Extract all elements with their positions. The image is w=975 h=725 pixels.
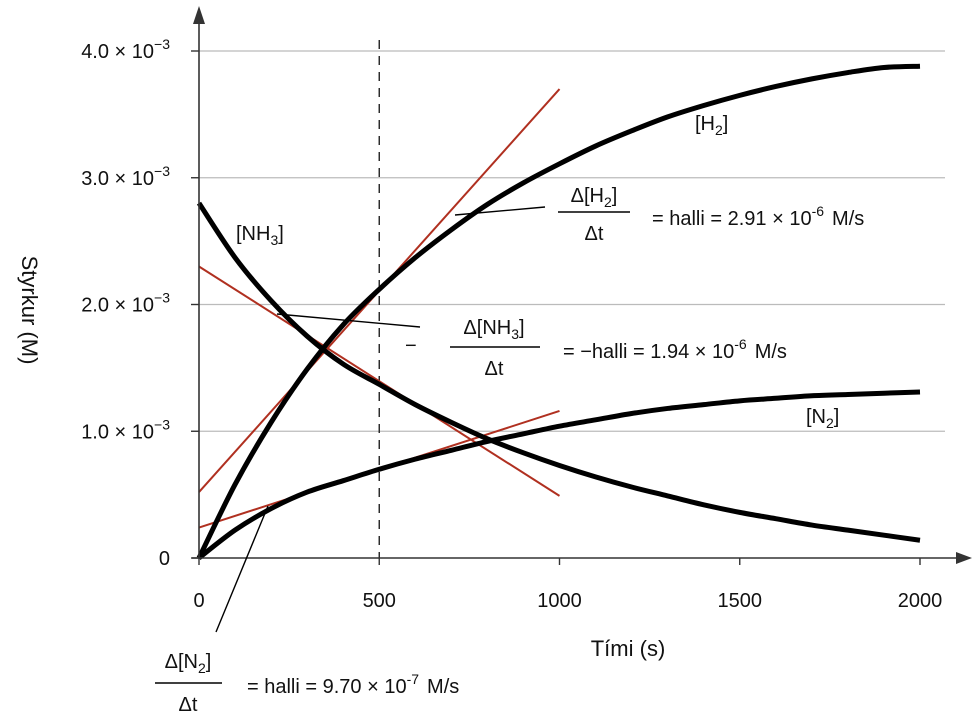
- rate-annotation-NH3: − Δ[NH3] Δt = −halli = 1.94 × 10-6 M/s: [405, 317, 787, 380]
- y-tick-label-4: 4.0 × 10−3: [81, 36, 170, 63]
- rate-NH3-denominator: Δt: [485, 358, 504, 380]
- gridlines: [199, 50, 945, 432]
- series-label-H2: [H2]: [695, 113, 728, 138]
- rate-NH3-numerator: Δ[NH3]: [463, 317, 524, 342]
- rate-N2-denominator: Δt: [179, 694, 198, 716]
- x-axis-title: Tími (s): [591, 636, 666, 661]
- rate-H2-numerator: Δ[H2]: [571, 185, 618, 210]
- y-tick-label-3: 3.0 × 10−3: [81, 163, 170, 190]
- y-axis-arrow: [193, 6, 205, 24]
- rate-annotation-H2: Δ[H2] Δt = halli = 2.91 × 10-6 M/s: [558, 185, 864, 245]
- y-axis-title: Styrkur (M): [17, 256, 42, 365]
- axes: [192, 6, 972, 564]
- series-line-1: [196, 201, 921, 543]
- y-tick-label-2: 2.0 × 10−3: [81, 290, 170, 317]
- rate-N2-numerator: Δ[N2]: [165, 651, 212, 676]
- series-label-N2: [N2]: [806, 406, 839, 431]
- y-tick-label-1: 1.0 × 10−3: [81, 416, 170, 443]
- x-tick-label-2: 1000: [537, 590, 582, 612]
- x-tick-label-1: 500: [363, 590, 396, 612]
- y-ticks: 0 1.0 × 10−3 2.0 × 10−3 3.0 × 10−3 4.0 × 10−…: [81, 36, 199, 570]
- rate-NH3-minus: −: [405, 335, 417, 357]
- x-ticks: 0 500 1000 1500 2000: [193, 558, 942, 612]
- x-tick-label-4: 2000: [898, 590, 943, 612]
- x-axis-arrow: [956, 552, 972, 564]
- data-curves: [196, 63, 921, 560]
- tangent-NH3: [198, 265, 561, 497]
- leader-line-NH3: [276, 313, 421, 328]
- rate-H2-value: = halli = 2.91 × 10-6 M/s: [652, 203, 864, 230]
- series-line-2: [197, 389, 921, 560]
- series-label-NH3: [NH3]: [236, 223, 284, 248]
- series-line-0: [196, 63, 921, 560]
- rate-H2-denominator: Δt: [585, 223, 604, 245]
- x-tick-label-0: 0: [193, 590, 204, 612]
- leader-line-N2: [215, 505, 269, 633]
- rate-annotation-N2: Δ[N2] Δt = halli = 9.70 × 10-7 M/s: [155, 651, 459, 716]
- x-tick-label-3: 1500: [718, 590, 763, 612]
- rate-N2-value: = halli = 9.70 × 10-7 M/s: [247, 671, 459, 698]
- rate-NH3-value: = −halli = 1.94 × 10-6 M/s: [563, 336, 787, 363]
- y-tick-label-0: 0: [159, 548, 170, 570]
- leader-line-H2: [454, 206, 546, 216]
